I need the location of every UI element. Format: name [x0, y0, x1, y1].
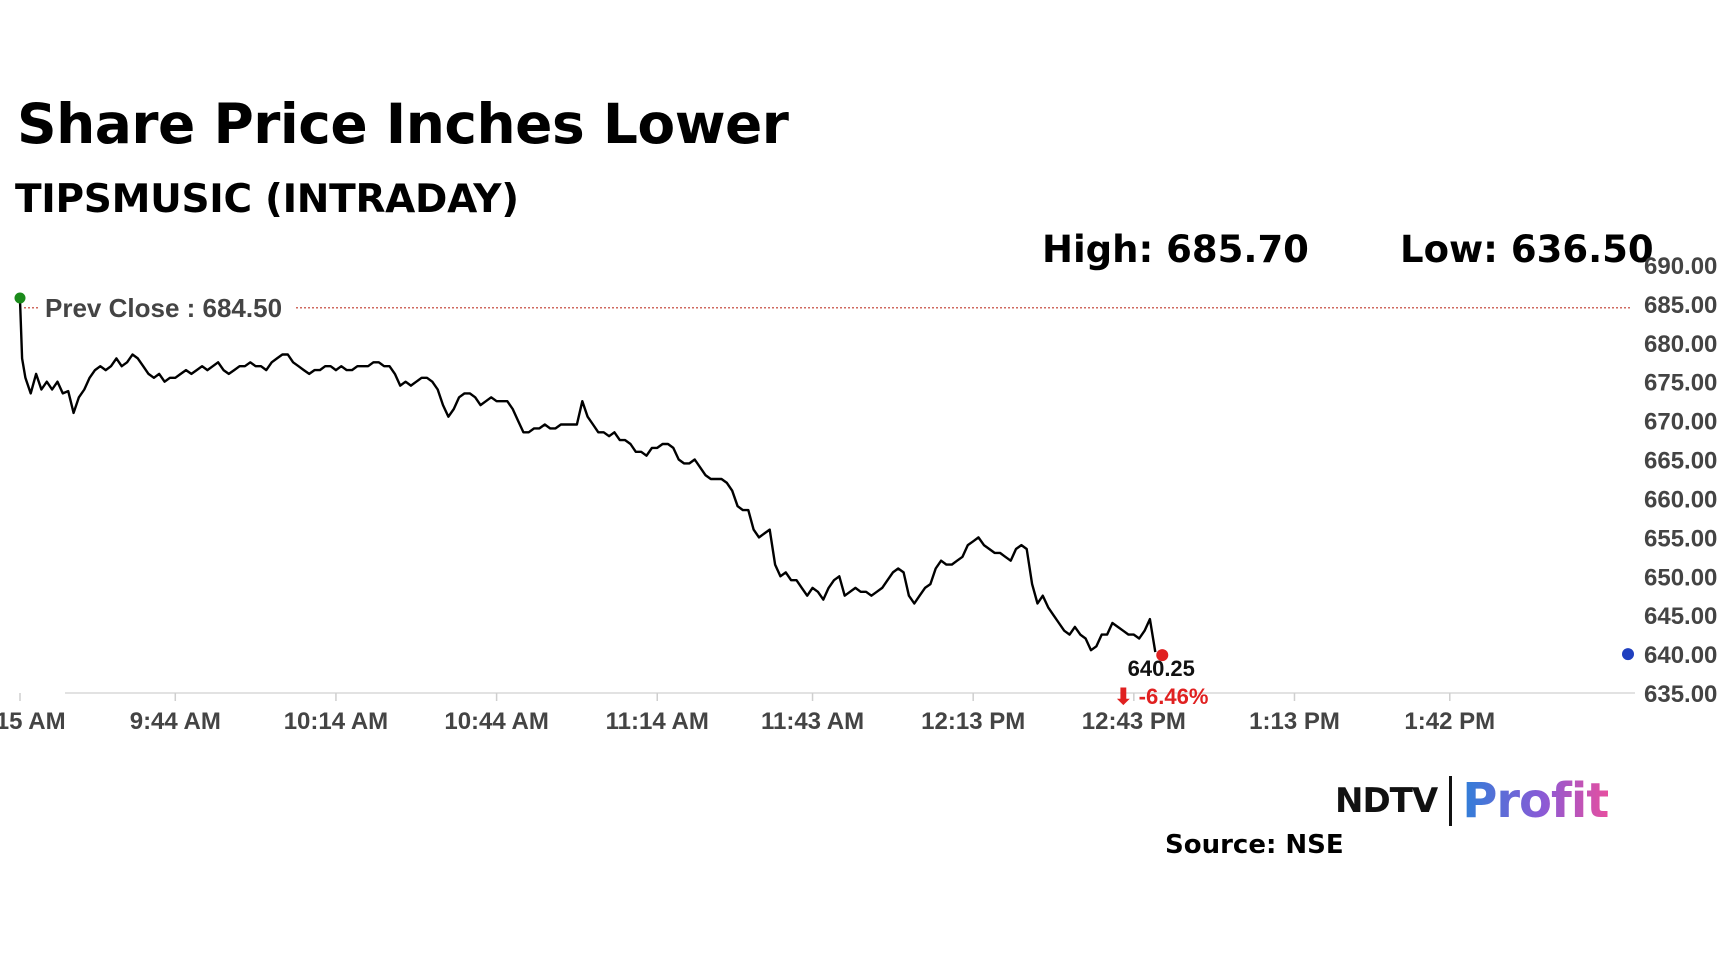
high-value: High: 685.70	[1042, 228, 1309, 271]
low-value: Low: 636.50	[1400, 228, 1654, 271]
y-tick-label: 640.00	[1644, 642, 1717, 669]
y-tick-label: 675.00	[1644, 370, 1717, 397]
y-tick-label: 655.00	[1644, 525, 1717, 552]
last-price-label: 640.25	[1128, 656, 1195, 681]
y-tick-label: 635.00	[1644, 681, 1717, 708]
y-tick-label: 685.00	[1644, 292, 1717, 319]
prev-close-label: Prev Close : 684.50	[45, 293, 282, 323]
x-tick-label: 1:42 PM	[1404, 708, 1495, 735]
y-tick-label: 680.00	[1644, 331, 1717, 358]
logo-divider	[1449, 776, 1453, 826]
price-series-line	[18, 299, 1157, 653]
x-tick-label: 1:13 PM	[1249, 708, 1340, 735]
chart-subtitle: TIPSMUSIC (INTRADAY)	[15, 177, 519, 222]
x-tick-label: 12:43 PM	[1082, 708, 1186, 735]
ndtv-profit-logo: NDTV Profit	[1335, 773, 1609, 829]
y-tick-label: 670.00	[1644, 409, 1717, 436]
y-tick-label: 660.00	[1644, 486, 1717, 513]
end-marker	[1622, 648, 1634, 661]
x-tick-label: 11:14 AM	[606, 708, 709, 735]
x-tick-label: 9:15 AM	[0, 708, 66, 735]
x-tick-label: 12:13 PM	[921, 708, 1025, 735]
y-tick-label: 650.00	[1644, 564, 1717, 591]
x-tick-label: 10:44 AM	[444, 708, 548, 735]
logo-ndtv-text: NDTV	[1335, 781, 1438, 821]
y-tick-label: 665.00	[1644, 448, 1717, 475]
prev-close-label-bg	[40, 291, 296, 324]
x-tick-label: 11:43 AM	[761, 708, 864, 735]
x-tick-label: 10:14 AM	[284, 708, 388, 735]
logo-profit-text: Profit	[1462, 773, 1609, 829]
chart-title: Share Price Inches Lower	[17, 92, 789, 156]
last-price-marker	[1156, 649, 1169, 662]
source-label: Source: NSE	[1165, 830, 1344, 860]
x-tick-label: 9:44 AM	[130, 708, 221, 735]
change-percent-label: ⬇ -6.46%	[1114, 684, 1208, 709]
y-tick-label: 690.00	[1644, 253, 1717, 280]
open-price-marker	[14, 292, 26, 304]
y-tick-label: 645.00	[1644, 603, 1717, 630]
